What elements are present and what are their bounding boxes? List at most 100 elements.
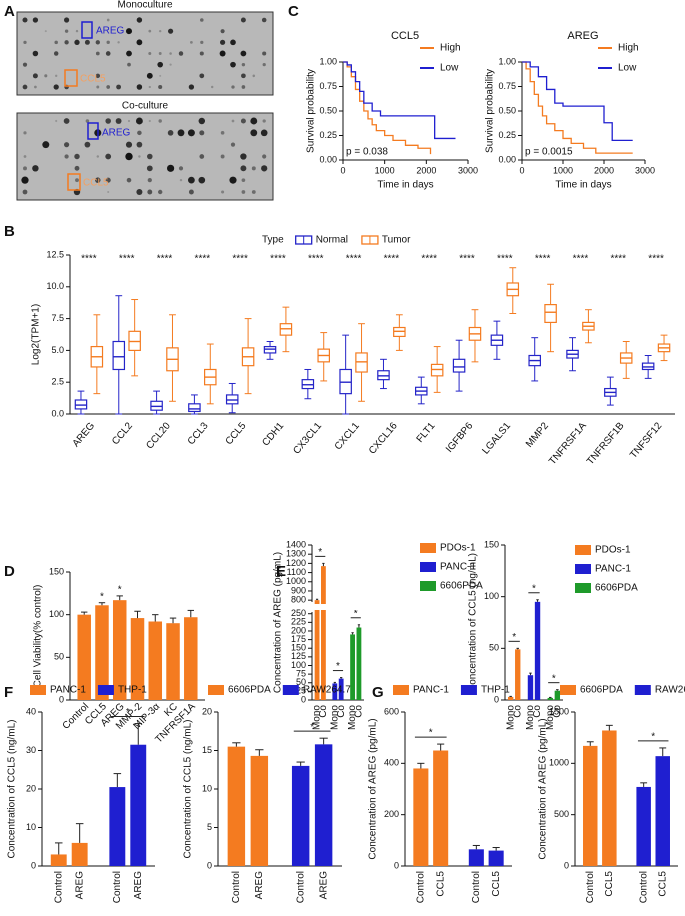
y-axis-label: Concentration of AREG (pg/mL) [538, 718, 549, 859]
blot-spot [158, 189, 163, 195]
x-tick-label: IGFBP6 [444, 420, 476, 455]
bar [50, 854, 67, 866]
blot-spot [55, 74, 58, 78]
blot-spot [251, 166, 256, 171]
legend-swatch [393, 685, 409, 695]
blot-spot [115, 118, 122, 124]
blot-spot [105, 177, 111, 183]
significance-label: **** [308, 254, 324, 265]
blot-spot [199, 73, 205, 79]
blot-spot [63, 118, 70, 124]
x-tick-label: MMP2 [524, 420, 551, 450]
y-tick-label: 150 [291, 643, 306, 653]
blot-spot [22, 62, 28, 67]
blot-spot [240, 17, 246, 23]
x-tick-label: CCL5 [435, 871, 446, 897]
blot-spot [22, 84, 28, 90]
panel-label: A [4, 3, 15, 20]
blot-spot [241, 85, 246, 89]
blot-spot [34, 85, 37, 89]
blot-spot [54, 40, 58, 45]
blot-spot [198, 176, 206, 184]
significance-label: **** [535, 254, 551, 265]
blot-spot [106, 85, 111, 89]
x-tick-label: Mono [545, 705, 556, 730]
blot-spot [95, 73, 101, 79]
legend-swatch [420, 581, 436, 591]
blot-spot [127, 62, 131, 67]
blot-spot [64, 154, 69, 159]
blot-spot [158, 29, 162, 33]
y-tick-label: 50 [489, 643, 499, 653]
legend-label: PDOs-1 [440, 543, 476, 554]
blot-spot [261, 165, 268, 172]
blot-spot [241, 190, 246, 194]
legend-label: Low [618, 63, 637, 74]
blot-spot [105, 153, 112, 160]
blot-spot [199, 51, 204, 56]
x-tick-label: Co [336, 705, 347, 718]
y-tick-label: 50 [296, 677, 306, 687]
blot-spot [198, 117, 206, 125]
y-axis-label: Concentration of CCL5 (ng/mL) [183, 720, 194, 859]
blot-spot [96, 155, 100, 158]
blot-spot [147, 189, 153, 195]
significance-label: * [532, 583, 536, 594]
blot-spot [177, 129, 185, 137]
bar [507, 696, 514, 700]
blot-spot [63, 17, 70, 23]
legend-swatch [97, 685, 114, 695]
panel-label: C [288, 3, 299, 20]
x-tick-label: CDH1 [260, 420, 286, 448]
y-tick-label: 0.0 [51, 408, 64, 418]
y-tick-label: 0.00 [498, 154, 516, 164]
blot-spot [136, 39, 143, 46]
x-tick-label: Mono [505, 705, 516, 730]
y-tick-label: 40 [26, 706, 36, 716]
bar [554, 690, 561, 700]
blot-spot [74, 39, 80, 45]
x-tick-label: CCL5 [491, 871, 502, 897]
blot-spot [85, 119, 90, 123]
blot-spot [188, 176, 195, 184]
bar [77, 614, 91, 700]
blot-spot [231, 85, 235, 89]
blot-spot [84, 141, 91, 148]
box [544, 304, 557, 324]
bar [636, 786, 651, 866]
blot-spot [178, 51, 184, 56]
x-tick-label: TNFRSF1A [547, 420, 589, 467]
blot-label: CCL5 [83, 178, 109, 189]
x-tick-label: 0 [340, 165, 345, 175]
legend-label: RAW264.7 [655, 685, 685, 696]
blot-spot [136, 84, 143, 90]
blot-label: CCL5 [80, 74, 106, 85]
y-tick-label: 5.0 [51, 345, 64, 355]
blot-spot [44, 30, 47, 33]
x-axis-label: Time in days [555, 180, 611, 191]
significance-label: **** [81, 254, 97, 265]
legend-swatch [575, 545, 591, 555]
blot-spot [138, 155, 141, 158]
y-tick-label: 0.00 [319, 154, 337, 164]
blot-spot [167, 130, 174, 136]
y-tick-label: 0 [59, 694, 64, 704]
x-tick-label: LGALS1 [480, 420, 513, 456]
x-tick-label: Co [552, 705, 563, 718]
legend-label: PANC-1 [50, 685, 86, 696]
significance-label: **** [119, 254, 135, 265]
legend-swatch [575, 564, 591, 574]
blot-spot [105, 51, 111, 56]
y-axis-label: Concentration of AREG (pg/mL) [273, 552, 284, 693]
blot-spot [241, 73, 246, 79]
bar [534, 601, 541, 700]
legend-label: 6606PDA [580, 685, 623, 696]
x-tick-label: Mono [329, 705, 340, 730]
y-tick-label: 0.50 [319, 105, 337, 115]
x-tick-label: Mono [312, 705, 323, 730]
legend-label: High [618, 43, 639, 54]
x-tick-label: 1000 [553, 165, 573, 175]
blot-spot [32, 73, 38, 79]
blot-spot [53, 84, 59, 90]
